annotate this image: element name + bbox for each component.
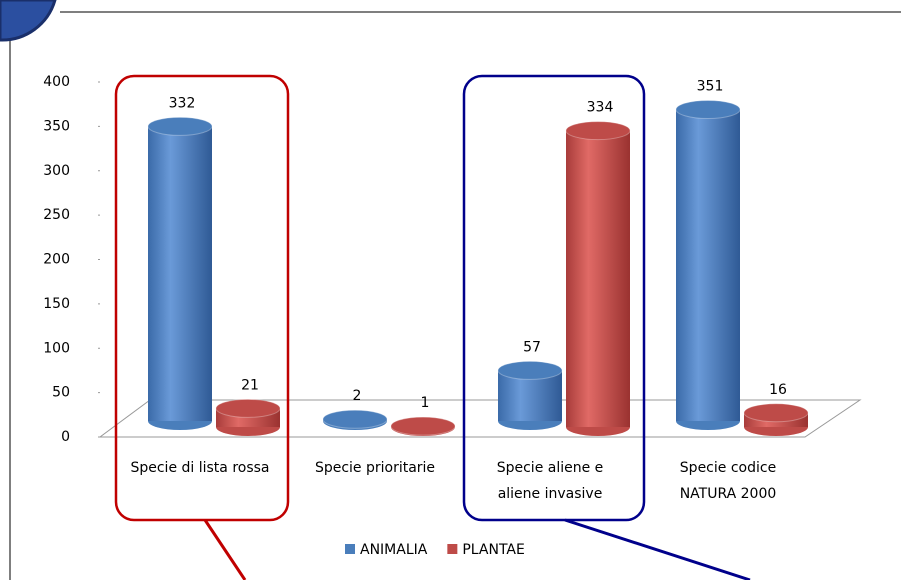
highlight-box-red [114,74,290,522]
y-tick-label: 350 [43,118,70,134]
x-tick-label: Specie di lista rossa [130,460,270,476]
bar-top [565,121,631,141]
logo-corner [0,0,57,42]
bar [676,109,740,422]
y-tick-label: 400 [43,74,70,90]
y-tick-label: 250 [43,207,70,223]
y-tick-label: 200 [43,252,70,268]
legend-label: PLANTAE [462,542,525,558]
bar-top [497,360,563,380]
x-tick-label: Specie prioritarie [314,460,436,476]
data-label: 57 [523,339,541,355]
x-tick-label: Specie codice NATURA 2000 [679,460,777,502]
bar [148,126,212,421]
data-label: 334 [587,100,614,116]
bar [566,130,630,427]
y-tick-label: 50 [52,385,70,401]
data-label: 1 [421,395,430,411]
y-tick-label: 0 [61,429,70,445]
legend-swatch [447,544,458,554]
pointer-blue [564,518,751,580]
y-tick-label: 300 [43,163,70,179]
bar-top [322,409,388,429]
y-tick-label: 150 [43,296,70,312]
y-tick-label: 100 [43,340,70,356]
pointer-red [203,519,247,580]
data-label: 2 [353,388,362,404]
data-label: 16 [769,382,787,398]
legend-swatch [345,544,355,554]
bar-top [743,403,809,423]
bar-top [675,99,741,119]
data-label: 332 [169,95,196,111]
floor [98,399,862,438]
bar-top [215,398,281,418]
bar-top [390,416,456,436]
legend-label: ANIMALIA [360,542,428,558]
bar-top [147,116,213,136]
data-label: 351 [697,78,724,94]
x-tick-label: Specie aliene e aliene invasive [496,460,604,502]
highlight-box-blue [462,74,646,522]
data-label: 21 [241,377,259,393]
